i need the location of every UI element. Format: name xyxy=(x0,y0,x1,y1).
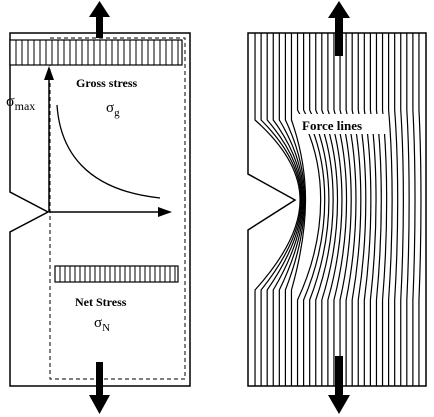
sigma-max-label: σmax xyxy=(6,93,35,113)
right-bottom-load-arrow-icon xyxy=(328,356,350,414)
left-bottom-load-arrow-icon xyxy=(89,362,110,414)
force-line xyxy=(406,33,410,386)
force-lines-label: Force lines xyxy=(302,118,362,133)
force-line xyxy=(272,33,304,386)
force-line xyxy=(284,33,306,386)
stress-axes xyxy=(44,66,172,217)
left-specimen-panel: Gross stress σg σmax Net Stress σN xyxy=(6,1,191,414)
force-lines-label-backing xyxy=(298,114,388,134)
force-line xyxy=(278,33,305,386)
left-top-load-arrow-icon xyxy=(89,1,110,38)
right-specimen-panel: Force lines xyxy=(247,1,427,414)
force-line xyxy=(266,33,303,386)
gross-stress-symbol: σg xyxy=(106,100,120,119)
force-line xyxy=(260,33,302,386)
stress-decay-curve xyxy=(56,104,161,199)
net-stress-hatch-band xyxy=(54,265,179,283)
right-top-load-arrow-icon xyxy=(328,1,350,56)
net-stress-label: Net Stress xyxy=(75,295,127,309)
force-line xyxy=(394,33,399,386)
force-line xyxy=(254,33,301,386)
force-line xyxy=(412,33,416,386)
force-line xyxy=(290,33,307,386)
gross-stress-label: Gross stress xyxy=(76,76,138,90)
force-line xyxy=(418,33,422,386)
net-stress-symbol: σN xyxy=(94,315,110,334)
force-line xyxy=(388,33,393,386)
force-line xyxy=(400,33,404,386)
left-specimen-outline xyxy=(9,32,191,387)
gross-stress-hatch-band xyxy=(9,39,183,66)
